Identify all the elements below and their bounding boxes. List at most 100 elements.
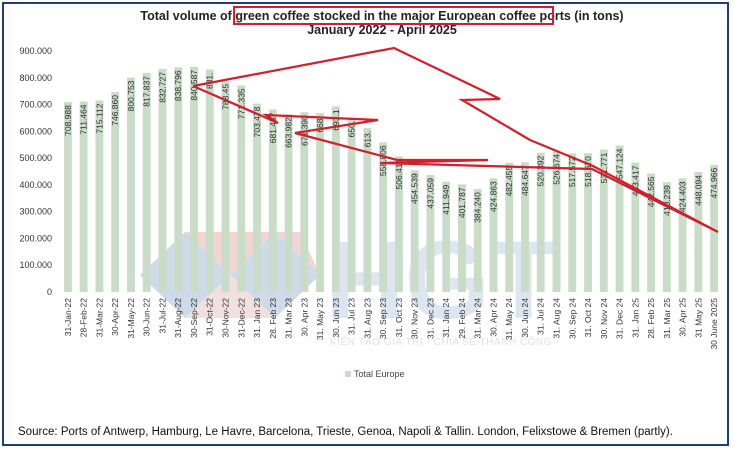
bar (662, 182, 671, 292)
data-label: 531.771 (599, 152, 609, 183)
bar (426, 174, 435, 292)
bar (599, 149, 608, 292)
y-tick-label: 200.000 (19, 233, 52, 243)
y-axis: 0 100.000 200.000 300.000 400.000 500.000 600.… (19, 46, 52, 297)
y-tick-label: 300.000 (19, 207, 52, 217)
bar (521, 162, 529, 292)
bar (442, 181, 451, 292)
x-tick-label: 31. Jul 23 (347, 298, 357, 335)
data-label: 442.565 (646, 176, 656, 207)
data-label: 663.982 (284, 117, 294, 148)
bar (694, 172, 703, 292)
bar (331, 106, 340, 292)
data-label: 520.392 (536, 155, 546, 186)
x-tick-label: 28. Feb 23 (268, 298, 278, 339)
x-tick-label: 31 May 25 (693, 298, 703, 338)
bar (111, 92, 120, 292)
x-tick-label: 31. May 23 (315, 298, 325, 340)
data-label: 650. (347, 121, 357, 138)
x-tick-label: 30-Apr-22 (110, 298, 120, 336)
bar (584, 153, 592, 292)
watermark-tagline: KIẾN TẠO GIÁ TRỊ - CHIA SẺ THÀNH CÔNG (330, 335, 552, 348)
bar (410, 170, 419, 292)
data-label: 668. (315, 116, 325, 133)
x-tick-label: 30. Apr 24 (488, 298, 498, 337)
x-tick-label: 30-Sep-22 (189, 298, 199, 338)
x-tick-label: 30. Apr 23 (299, 298, 309, 337)
x-tick-label: 31. Aug 24 (552, 298, 562, 339)
bar (647, 173, 656, 292)
data-label: 558.806 (378, 145, 388, 176)
bar (221, 80, 230, 292)
x-tick-label: 30 June 2025 (709, 298, 719, 350)
y-tick-label: 500.000 (19, 153, 52, 163)
data-label: 832.727 (157, 72, 167, 103)
y-tick-label: 400.000 (19, 180, 52, 190)
bar (284, 114, 293, 292)
bar (253, 103, 261, 292)
legend: Total Europe (345, 369, 405, 379)
data-label: 681.437 (268, 112, 278, 143)
x-tick-label: 31. Mar 24 (473, 298, 483, 339)
bar (142, 73, 151, 292)
bar (379, 142, 388, 292)
bar (347, 117, 356, 292)
x-tick-label: 31-Jul-22 (157, 298, 167, 334)
legend-label: Total Europe (354, 369, 405, 379)
x-tick-label: 28-Feb-22 (79, 298, 89, 337)
x-tick-label: 30-Jun-22 (142, 298, 152, 337)
bar (568, 153, 577, 292)
x-tick-label: 31-Jan-22 (63, 298, 73, 337)
data-label: 482.455 (504, 166, 514, 197)
data-label: 711.464 (79, 104, 89, 134)
data-label: 838.796 (173, 70, 183, 101)
data-label: 817.837 (142, 76, 152, 107)
bar (237, 85, 246, 292)
x-tick-label: 31-Aug-22 (173, 298, 183, 338)
data-label: 788.45 (221, 84, 231, 110)
x-tick-label: 31. Dec 24 (615, 298, 625, 339)
bar (505, 162, 514, 292)
data-label: 448.094 (693, 175, 703, 206)
x-tick-label: 30. Jun 24 (520, 298, 530, 338)
y-tick-label: 600.000 (19, 126, 52, 136)
x-tick-label: 31. Aug 23 (362, 298, 372, 339)
x-tick-label: 31. Jul 24 (536, 298, 546, 335)
data-label: 424.863 (488, 181, 498, 212)
bar (95, 100, 104, 292)
bar (394, 156, 403, 292)
data-label: 771.335 (236, 88, 246, 119)
bar (489, 178, 498, 292)
bar (457, 184, 466, 292)
x-tick-label: 31. Mar 23 (284, 298, 294, 339)
data-label: 411.949 (441, 184, 451, 214)
y-tick-label: 100.000 (19, 260, 52, 270)
x-tick-label: 31-Dec-22 (236, 298, 246, 338)
chart-subtitle: January 2022 - April 2025 (307, 23, 457, 37)
x-tick-label: 30. Apr 25 (678, 298, 688, 337)
bar (300, 112, 309, 292)
bar (268, 109, 277, 293)
data-label: 715.112 (94, 103, 104, 133)
bar (678, 178, 687, 292)
x-tick-label: 31. Jan 24 (441, 298, 451, 338)
x-tick-label: 30. Sep 23 (378, 298, 388, 339)
x-tick-label: 31-Oct-22 (205, 298, 215, 336)
data-label: 474.966 (709, 168, 719, 199)
data-label: 708.988 (63, 105, 73, 136)
bar (473, 189, 482, 292)
bar (316, 113, 325, 292)
data-label: 518.670 (583, 156, 593, 187)
x-tick-label: 28. Feb 25 (646, 298, 656, 339)
bar (536, 152, 545, 292)
data-label: 410.239 (662, 185, 672, 216)
x-tick-label: 31. Jan 23 (252, 298, 262, 338)
bar (174, 67, 183, 292)
y-tick-label: 700.000 (19, 100, 52, 110)
x-axis: 31-Jan-22 28-Feb-22 31-Mar-22 30-Apr-22 31-M… (63, 298, 719, 350)
x-tick-label: 31. May 24 (504, 298, 514, 340)
data-label: 613. (362, 131, 372, 148)
data-label: 746.860 (110, 95, 120, 126)
chart-title: Total volume of green coffee stocked in … (140, 9, 623, 23)
